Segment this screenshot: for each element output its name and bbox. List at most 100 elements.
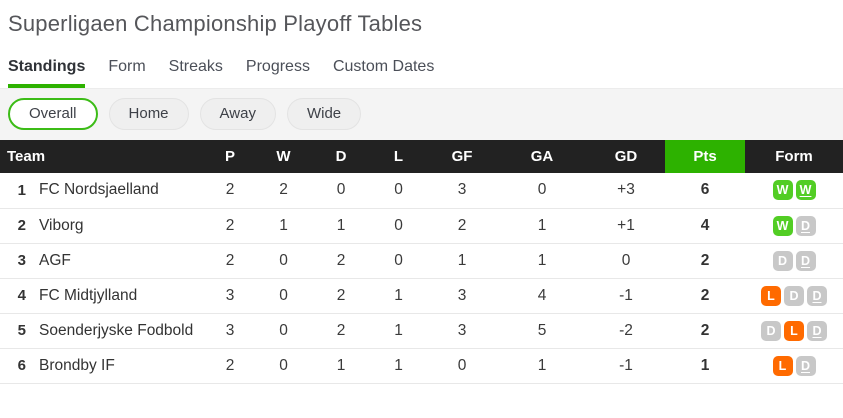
filter-away[interactable]: Away [199, 97, 276, 130]
stat-wins: 2 [279, 181, 288, 199]
table-row: 4 FC Midtjylland 3 0 2 1 3 4 -1 2 L D D [0, 278, 843, 313]
stat-goals-against: 0 [537, 181, 547, 199]
stat-losses: 1 [394, 286, 403, 304]
stat-wins: 0 [279, 356, 288, 374]
form-badge-d: D [807, 285, 827, 306]
col-goals-against: GA [530, 148, 554, 165]
rank: 5 [17, 322, 26, 339]
table-header-row: Team P W D L GF GA GD Pts Form [0, 140, 843, 173]
stat-goals-for: 3 [457, 181, 467, 199]
stat-goals-against: 1 [537, 216, 547, 234]
standings-table: Team P W D L GF GA GD Pts Form 1 FC Nords… [0, 140, 843, 384]
page-title: Superligaen Championship Playoff Tables [8, 11, 423, 36]
stat-goals-against: 1 [537, 356, 547, 374]
stat-goals-for: 2 [457, 216, 467, 234]
stat-goal-diff: -1 [619, 286, 633, 304]
col-points: Pts [665, 140, 745, 173]
stat-played: 3 [225, 321, 235, 339]
stat-goals-against: 4 [537, 286, 547, 304]
form-badge-d: D [807, 320, 827, 341]
stat-points: 1 [700, 356, 710, 374]
tab-bar: Standings Form Streaks Progress Custom D… [0, 50, 843, 88]
col-goal-diff: GD [614, 148, 638, 165]
team-name: Brondby IF [39, 356, 115, 374]
form-badge-w: W [772, 215, 793, 236]
stat-goal-diff: -2 [619, 321, 633, 339]
col-team: Team [7, 148, 46, 165]
rank: 3 [17, 252, 26, 269]
stat-goal-diff: 0 [621, 251, 631, 269]
stat-losses: 0 [394, 251, 403, 269]
stat-goal-diff: +1 [617, 216, 635, 234]
col-played: P [224, 148, 235, 165]
stat-losses: 0 [394, 181, 403, 199]
col-draws: D [335, 148, 347, 165]
stat-draws: 2 [336, 251, 346, 269]
form-badge-d: D [795, 250, 816, 271]
form-badge-d: D [795, 355, 816, 376]
tab-custom-dates[interactable]: Custom Dates [332, 58, 435, 75]
stat-draws: 2 [336, 321, 346, 339]
stat-points: 4 [700, 216, 710, 234]
col-wins: W [276, 148, 291, 165]
stat-losses: 1 [394, 356, 403, 374]
stat-played: 2 [225, 251, 235, 269]
stat-wins: 0 [279, 286, 288, 304]
tab-progress[interactable]: Progress [245, 58, 310, 75]
stat-goal-diff: +3 [617, 181, 635, 199]
col-form: Form [775, 148, 813, 165]
table-body: 1 FC Nordsjaelland 2 2 0 0 3 0 +3 6 W W 2 Viborg 2 1 1 0 2… [0, 173, 843, 383]
rank: 6 [17, 357, 26, 374]
col-goals-for: GF [451, 148, 473, 165]
stat-goals-for: 3 [457, 286, 467, 304]
stat-wins: 0 [279, 321, 288, 339]
stat-points: 2 [700, 321, 710, 339]
team-name: FC Midtjylland [39, 286, 138, 304]
stat-goals-for: 0 [457, 356, 467, 374]
stat-points: 6 [700, 181, 710, 199]
stat-wins: 1 [279, 216, 288, 234]
team-name: Soenderjyske Fodbold [39, 321, 194, 339]
stat-goals-for: 1 [457, 251, 467, 269]
table-row: 6 Brondby IF 2 0 1 1 0 1 -1 1 L D [0, 348, 843, 383]
stat-wins: 0 [279, 251, 288, 269]
tab-standings[interactable]: Standings [8, 58, 86, 88]
form-badge-d: D [761, 320, 781, 341]
stat-draws: 1 [336, 216, 346, 234]
rank: 1 [17, 181, 26, 199]
rank: 4 [17, 287, 26, 304]
team-name: Viborg [39, 216, 84, 234]
stat-played: 3 [225, 286, 235, 304]
form-badge-w: W [795, 180, 816, 201]
stat-played: 2 [225, 356, 235, 374]
tab-form[interactable]: Form [108, 58, 146, 75]
form-badge-d: D [795, 215, 816, 236]
stat-draws: 0 [336, 181, 346, 199]
rank: 2 [17, 217, 26, 234]
form-badge-l: L [772, 355, 793, 376]
form-badge-d: D [784, 285, 804, 306]
filter-bar: Overall Home Away Wide [0, 88, 843, 140]
stat-losses: 1 [394, 321, 403, 339]
filter-home[interactable]: Home [108, 97, 189, 130]
form-badge-w: W [772, 180, 793, 201]
filter-overall[interactable]: Overall [8, 97, 98, 130]
stat-goals-against: 1 [537, 251, 547, 269]
stat-points: 2 [700, 251, 710, 269]
form-badge-l: L [784, 320, 804, 341]
stat-points: 2 [700, 286, 710, 304]
table-row: 3 AGF 2 0 2 0 1 1 0 2 D D [0, 243, 843, 278]
filter-wide[interactable]: Wide [286, 97, 362, 130]
form-badge-d: D [772, 250, 793, 271]
stat-draws: 1 [336, 356, 346, 374]
stat-losses: 0 [394, 216, 403, 234]
tab-streaks[interactable]: Streaks [168, 58, 223, 75]
team-name: AGF [39, 251, 71, 269]
stat-goals-for: 3 [457, 321, 467, 339]
col-losses: L [393, 148, 404, 165]
form-badge-l: L [761, 285, 781, 306]
